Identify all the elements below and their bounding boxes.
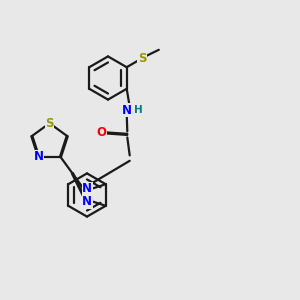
Text: N: N [82, 182, 92, 195]
Text: S: S [138, 52, 147, 65]
Text: O: O [97, 126, 106, 140]
Text: N: N [82, 195, 92, 208]
Text: N: N [34, 150, 44, 164]
Text: N: N [122, 104, 132, 117]
Text: H: H [134, 105, 142, 116]
Text: S: S [45, 117, 54, 130]
